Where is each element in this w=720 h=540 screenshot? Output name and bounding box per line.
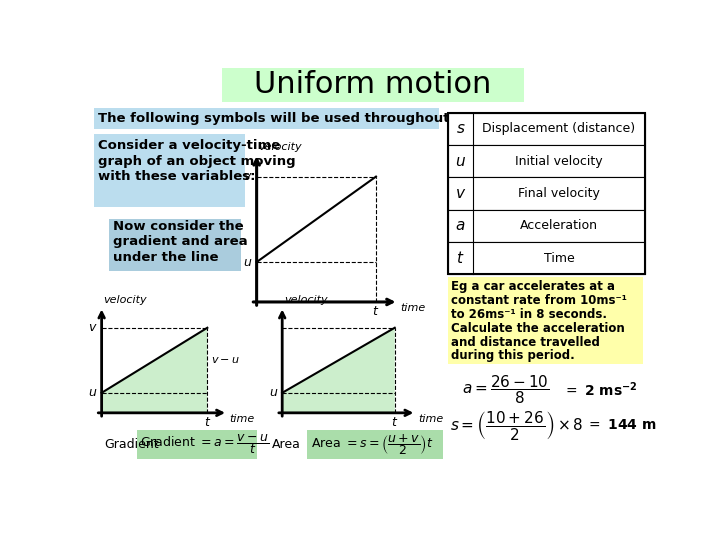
Text: Gradient: Gradient: [104, 438, 158, 451]
Bar: [307, 430, 443, 459]
Bar: [137, 430, 256, 459]
Text: gradient and area: gradient and area: [113, 235, 248, 248]
Text: $=\ \mathbf{2\ ms^{-2}}$: $=\ \mathbf{2\ ms^{-2}}$: [563, 381, 637, 399]
Text: velocity: velocity: [284, 295, 328, 305]
Text: velocity: velocity: [103, 295, 147, 305]
Text: Eg a car accelerates at a: Eg a car accelerates at a: [451, 280, 615, 293]
Bar: [448, 177, 645, 210]
Text: $t$: $t$: [204, 416, 211, 429]
Text: time: time: [418, 414, 443, 423]
Text: $s$: $s$: [456, 121, 465, 136]
Bar: [94, 134, 245, 207]
Text: Displacement (distance): Displacement (distance): [482, 122, 636, 135]
Text: velocity: velocity: [258, 142, 302, 152]
Text: Time: Time: [544, 252, 575, 265]
Bar: [222, 68, 524, 102]
Text: $a=\dfrac{26-10}{8}$: $a=\dfrac{26-10}{8}$: [462, 373, 549, 406]
Text: $t$: $t$: [391, 416, 398, 429]
Text: $u$: $u$: [455, 153, 466, 168]
Bar: [448, 278, 644, 363]
Text: Area $= s = \left(\dfrac{u+v}{2}\right)t$: Area $= s = \left(\dfrac{u+v}{2}\right)t…: [311, 432, 433, 457]
Bar: [448, 112, 645, 145]
Text: Gradient $= a = \dfrac{v-u}{t}$: Gradient $= a = \dfrac{v-u}{t}$: [140, 433, 270, 456]
Text: to 26ms⁻¹ in 8 seconds.: to 26ms⁻¹ in 8 seconds.: [451, 308, 607, 321]
Text: graph of an object moving: graph of an object moving: [98, 154, 295, 167]
Polygon shape: [282, 328, 395, 413]
Text: $s=\left(\dfrac{10+26}{2}\right)\times 8$: $s=\left(\dfrac{10+26}{2}\right)\times 8…: [451, 409, 584, 442]
Text: $v-u$: $v-u$: [211, 355, 240, 365]
Text: $a$: $a$: [455, 218, 466, 233]
Text: time: time: [400, 303, 426, 313]
Text: constant rate from 10ms⁻¹: constant rate from 10ms⁻¹: [451, 294, 627, 307]
Text: $u$: $u$: [243, 255, 253, 268]
Text: $t$: $t$: [372, 305, 379, 318]
Text: and distance travelled: and distance travelled: [451, 335, 600, 348]
Text: Final velocity: Final velocity: [518, 187, 600, 200]
Text: The following symbols will be used throughout M1:: The following symbols will be used throu…: [98, 112, 482, 125]
Text: Uniform motion: Uniform motion: [254, 70, 492, 99]
Text: $=\ \mathbf{144\ m}$: $=\ \mathbf{144\ m}$: [586, 418, 656, 432]
Text: time: time: [230, 414, 255, 423]
Text: Acceleration: Acceleration: [520, 219, 598, 232]
Text: $v$: $v$: [455, 186, 466, 201]
Bar: [448, 112, 645, 274]
Bar: [448, 242, 645, 274]
Text: $t$: $t$: [456, 250, 464, 266]
Polygon shape: [102, 328, 207, 413]
Bar: [448, 145, 645, 177]
Text: Consider a velocity-time: Consider a velocity-time: [98, 139, 280, 152]
Text: under the line: under the line: [113, 251, 219, 264]
Bar: [94, 108, 438, 130]
Text: Area: Area: [272, 438, 301, 451]
Bar: [109, 219, 241, 271]
Text: with these variables:: with these variables:: [98, 170, 256, 183]
Text: Calculate the acceleration: Calculate the acceleration: [451, 322, 625, 335]
Text: during this period.: during this period.: [451, 349, 575, 362]
Text: $u$: $u$: [89, 386, 98, 399]
Text: $u$: $u$: [269, 386, 279, 399]
Text: $v$: $v$: [89, 321, 98, 334]
Text: Initial velocity: Initial velocity: [515, 154, 603, 167]
Text: $v$: $v$: [243, 170, 253, 183]
Text: Now consider the: Now consider the: [113, 220, 244, 233]
Bar: [448, 210, 645, 242]
